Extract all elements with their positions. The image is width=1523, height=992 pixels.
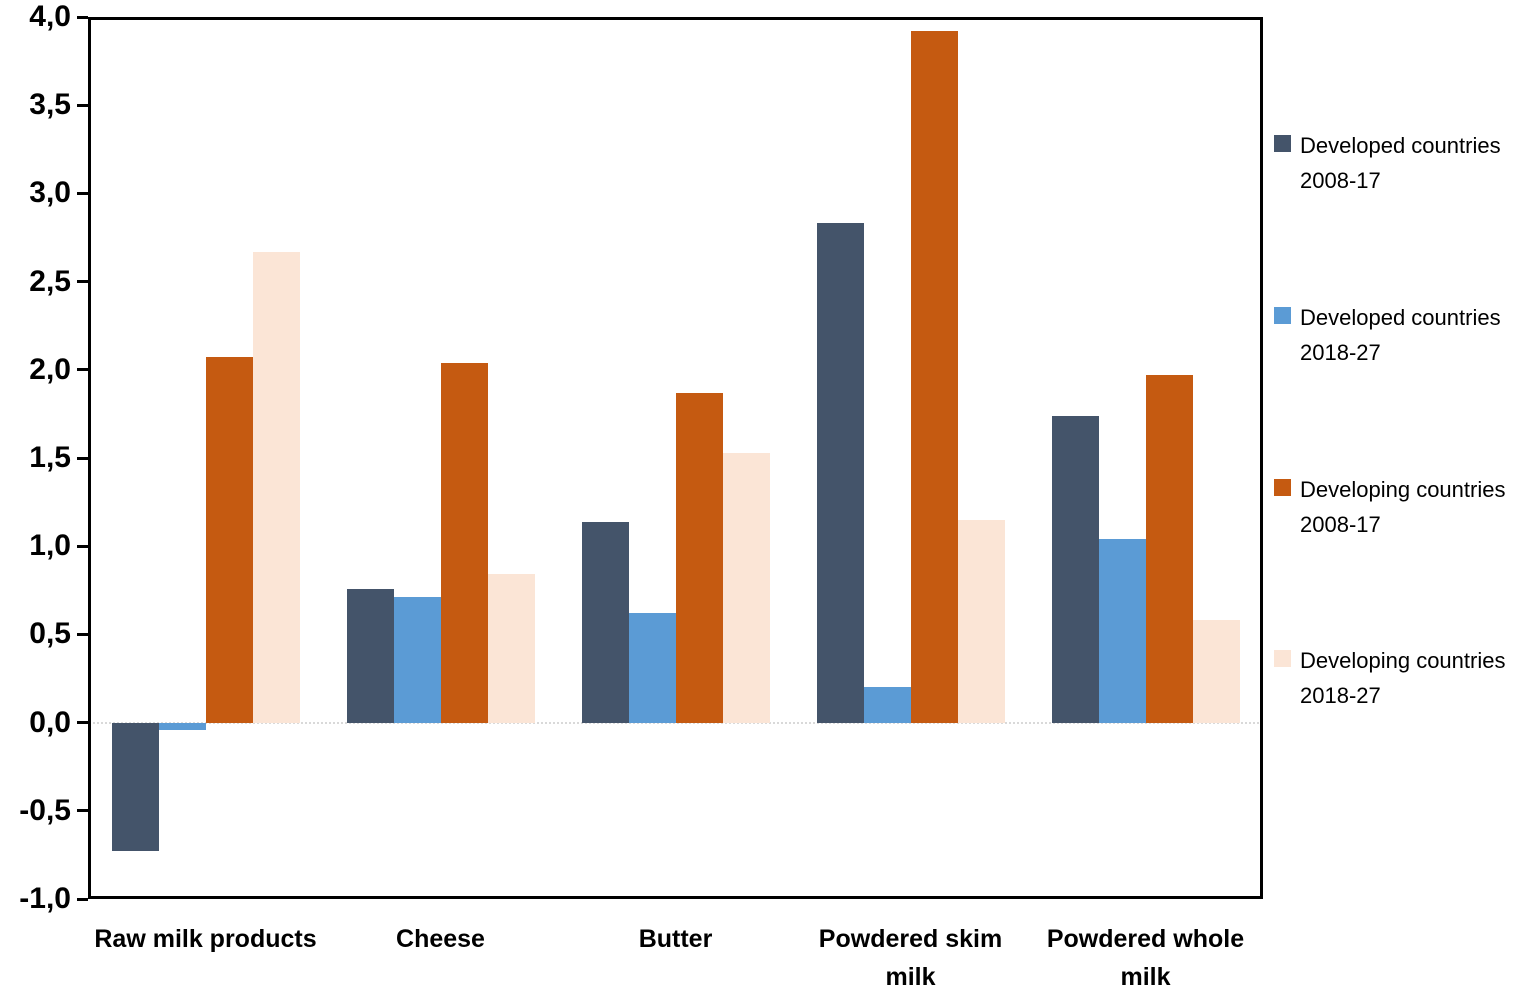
bar-developed-countries-2018-27-butter <box>628 613 676 723</box>
zero-gridline <box>88 721 1263 724</box>
bar-developed-countries-2008-17-raw-milk-products <box>111 722 159 852</box>
bar-developing-countries-2008-17-cheese <box>440 362 488 723</box>
bar-developing-countries-2008-17-butter <box>675 392 723 723</box>
y-tick-label: 0,0 <box>29 705 71 739</box>
x-category-label-butter: Butter <box>638 925 713 953</box>
y-tick-mark <box>77 721 88 725</box>
y-tick-mark <box>77 368 88 372</box>
bar-developing-countries-2008-17-powdered-skim-milk <box>910 31 958 723</box>
bar-developed-countries-2008-17-cheese <box>346 588 394 723</box>
y-tick-label: 1,0 <box>29 529 71 563</box>
bar-developed-countries-2008-17-powdered-skim-milk <box>816 223 864 723</box>
legend-swatch-icon <box>1274 307 1291 324</box>
y-tick-mark <box>77 15 88 19</box>
legend-item-developed-countries-2018-27: Developed countries 2018-27 <box>1274 300 1512 370</box>
legend-label: Developing countries 2008-17 <box>1300 477 1506 537</box>
y-tick-label: 3,5 <box>29 88 71 122</box>
bar-developing-countries-2018-27-powdered-skim-milk <box>957 519 1005 723</box>
x-category-label-raw-milk-products: Raw milk products <box>94 925 317 953</box>
bar-developing-countries-2018-27-powdered-whole-milk <box>1192 620 1240 723</box>
bar-developed-countries-2018-27-cheese <box>393 597 441 723</box>
y-tick-mark <box>77 809 88 813</box>
y-tick-label: -0,5 <box>19 793 71 827</box>
legend-label: Developed countries 2018-27 <box>1300 305 1501 365</box>
legend-item-developing-countries-2008-17: Developing countries 2008-17 <box>1274 472 1512 542</box>
legend-swatch-icon <box>1274 135 1291 152</box>
bar-developed-countries-2008-17-butter <box>581 521 629 723</box>
y-tick-mark <box>77 191 88 195</box>
y-tick-mark <box>77 280 88 284</box>
x-category-label-powdered-whole-milk: Powdered whole milk <box>1046 925 1245 991</box>
bar-developed-countries-2018-27-raw-milk-products <box>158 722 206 730</box>
y-tick-mark <box>77 632 88 636</box>
y-tick-mark <box>77 456 88 460</box>
legend-label: Developing countries 2018-27 <box>1300 648 1506 708</box>
y-tick-label: 2,5 <box>29 264 71 298</box>
bar-developed-countries-2018-27-powdered-skim-milk <box>863 687 911 723</box>
y-tick-mark <box>77 544 88 548</box>
bar-developing-countries-2018-27-raw-milk-products <box>252 251 300 723</box>
legend-swatch-icon <box>1274 650 1291 667</box>
bar-developing-countries-2008-17-raw-milk-products <box>205 357 253 723</box>
bar-developing-countries-2018-27-cheese <box>487 574 535 723</box>
x-category-label-powdered-skim-milk: Powdered skim milk <box>818 925 1003 991</box>
y-tick-label: 3,0 <box>29 176 71 210</box>
y-tick-label: 2,0 <box>29 352 71 386</box>
x-category-label-cheese: Cheese <box>396 925 485 953</box>
y-tick-mark <box>77 897 88 901</box>
bar-developed-countries-2018-27-powdered-whole-milk <box>1098 539 1146 723</box>
y-tick-mark <box>77 103 88 107</box>
y-tick-label: 4,0 <box>29 0 71 33</box>
bar-developed-countries-2008-17-powdered-whole-milk <box>1051 415 1099 723</box>
legend-swatch-icon <box>1274 479 1291 496</box>
legend-item-developing-countries-2018-27: Developing countries 2018-27 <box>1274 643 1512 713</box>
bar-developing-countries-2018-27-butter <box>722 452 770 723</box>
legend-item-developed-countries-2008-17: Developed countries 2008-17 <box>1274 128 1512 198</box>
y-tick-label: 1,5 <box>29 441 71 474</box>
y-tick-label: -1,0 <box>19 882 71 915</box>
bar-developing-countries-2008-17-powdered-whole-milk <box>1145 375 1193 723</box>
legend-label: Developed countries 2008-17 <box>1300 133 1501 193</box>
y-tick-label: 0,5 <box>29 617 71 651</box>
